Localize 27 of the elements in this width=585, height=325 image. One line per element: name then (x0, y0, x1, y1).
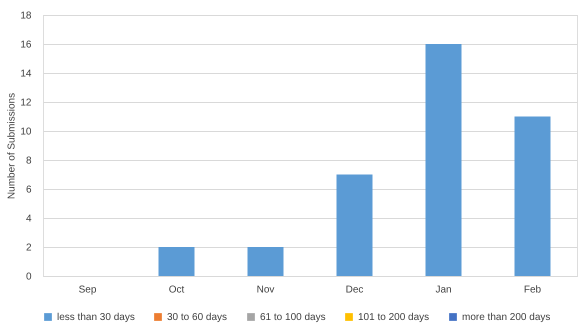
y-tick-label: 4 (26, 214, 32, 224)
y-tick-label: 10 (20, 126, 32, 138)
bar (158, 247, 194, 276)
y-tick-label: 18 (20, 10, 32, 22)
bar (336, 174, 372, 276)
x-tick-label: Oct (168, 284, 184, 296)
y-tick-label: 0 (26, 272, 32, 282)
bar (514, 116, 550, 276)
legend-label: 101 to 200 days (358, 312, 430, 323)
y-tick-label: 8 (26, 156, 32, 166)
y-axis-title: Number of Submissions (6, 92, 18, 200)
legend-label: 30 to 60 days (167, 312, 228, 323)
y-tick-label: 12 (20, 98, 32, 108)
x-tick-label: Feb (524, 284, 542, 296)
x-tick-label: Sep (78, 284, 97, 296)
legend-label: more than 200 days (462, 312, 550, 323)
y-tick-label: 16 (20, 40, 32, 50)
x-tick-label: Nov (256, 284, 274, 296)
legend-label: less than 30 days (57, 312, 135, 323)
bar (248, 247, 284, 276)
bar (426, 44, 462, 276)
y-tick-label: 2 (26, 242, 32, 254)
y-tick-label: 14 (20, 68, 32, 80)
x-tick-label: Jan (435, 284, 452, 296)
y-tick-label: 6 (26, 184, 32, 196)
legend-label: 61 to 100 days (260, 312, 326, 323)
x-tick-label: Dec (346, 284, 364, 296)
